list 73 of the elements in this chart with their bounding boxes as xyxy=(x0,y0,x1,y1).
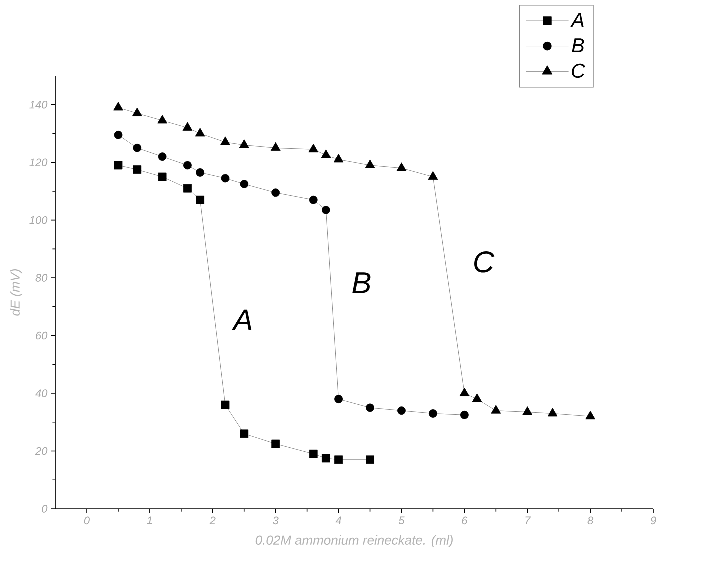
x-tick-label: 4 xyxy=(336,516,342,524)
point xyxy=(322,206,330,214)
point xyxy=(428,171,438,180)
x-tick-label: 7 xyxy=(526,516,532,524)
point xyxy=(272,440,280,448)
y-tick-label: 80 xyxy=(36,274,48,282)
point xyxy=(398,406,406,416)
point xyxy=(195,128,206,137)
legend-label: C xyxy=(572,64,586,78)
point xyxy=(133,144,142,152)
point xyxy=(460,388,470,396)
x-tick-label: 9 xyxy=(650,516,656,525)
point xyxy=(309,450,318,458)
y-tick-label: 100 xyxy=(30,216,48,224)
point xyxy=(308,144,319,153)
point xyxy=(309,196,318,204)
annotation: C xyxy=(474,252,495,273)
annotation: A xyxy=(232,310,252,331)
y-axis-title: dE (mV) xyxy=(10,269,23,316)
point xyxy=(239,140,250,148)
point xyxy=(220,136,230,146)
legend-label: A xyxy=(570,13,584,28)
point xyxy=(184,161,192,170)
point xyxy=(429,410,438,418)
annotation: B xyxy=(352,272,371,294)
point xyxy=(472,394,482,402)
x-tick-label: 2 xyxy=(210,516,216,524)
point xyxy=(491,405,502,414)
point xyxy=(366,456,374,464)
legend-label: B xyxy=(572,38,584,52)
point xyxy=(158,172,167,182)
point xyxy=(586,410,596,420)
point xyxy=(158,115,168,124)
x-tick-label: 3 xyxy=(273,516,279,525)
x-tick-label: 1 xyxy=(147,516,152,524)
point xyxy=(182,122,193,131)
point xyxy=(221,400,230,410)
point xyxy=(460,410,469,420)
y-tick-label: 120 xyxy=(30,158,48,166)
point xyxy=(396,162,407,172)
point xyxy=(240,430,249,438)
point xyxy=(334,395,343,404)
point xyxy=(272,188,280,198)
y-tick-label: 140 xyxy=(30,100,48,109)
x-tick-label: 0 xyxy=(84,516,90,525)
y-tick-label: 60 xyxy=(36,332,48,340)
point xyxy=(184,184,192,193)
point xyxy=(365,160,376,168)
point xyxy=(322,454,330,463)
point xyxy=(522,406,533,416)
point xyxy=(548,408,558,417)
y-tick-label: 40 xyxy=(36,390,48,398)
point xyxy=(334,154,344,163)
x-tick-label: 6 xyxy=(462,516,468,525)
point xyxy=(114,161,123,170)
x-tick-label: 8 xyxy=(588,516,594,525)
point xyxy=(334,456,343,464)
point xyxy=(221,174,230,183)
point xyxy=(270,142,281,152)
point xyxy=(132,108,142,116)
x-tick-label: 5 xyxy=(398,516,405,524)
point xyxy=(114,102,124,111)
point xyxy=(114,130,123,140)
point xyxy=(158,152,167,162)
point xyxy=(240,180,249,188)
point xyxy=(366,404,374,412)
point xyxy=(196,196,205,204)
y-tick-label: 0 xyxy=(42,505,48,513)
x-axis-title: 0.02M ammonium reineckate. (ml) xyxy=(256,535,453,548)
point xyxy=(321,150,332,158)
point xyxy=(133,166,142,174)
y-tick-label: 20 xyxy=(35,447,48,456)
point xyxy=(196,168,205,177)
